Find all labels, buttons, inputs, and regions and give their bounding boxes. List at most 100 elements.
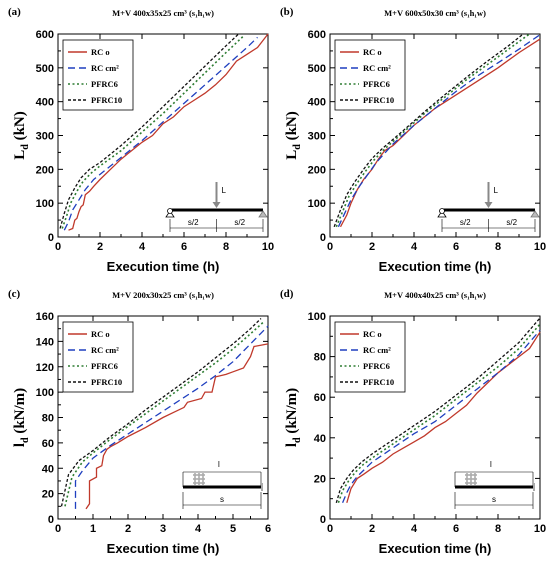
x-tick-label: 1 — [90, 523, 96, 535]
legend-entry: PFRC6 — [363, 79, 390, 89]
y-axis-label: ld (kN/m) — [284, 388, 303, 447]
y-tick-label: 100 — [36, 387, 54, 399]
y-tick-label: 160 — [36, 311, 54, 323]
legend: RC o RC cm² PFRC6 PFRC10 — [62, 321, 134, 393]
series-line-rc-cm- — [74, 325, 269, 509]
load-mark — [465, 473, 469, 477]
legend-entry: RC o — [363, 47, 382, 57]
x-tick-label: 6 — [181, 241, 187, 253]
y-tick-label: 200 — [36, 164, 54, 176]
series-line-rc-cm- — [337, 34, 541, 228]
series-line-pfrc6 — [337, 323, 541, 504]
y-tick-label: 60 — [314, 392, 326, 404]
load-arrow-head — [484, 202, 493, 208]
y-tick-label: 20 — [42, 489, 54, 501]
x-tick-label: 5 — [230, 523, 236, 535]
legend-entry: RC cm² — [91, 63, 119, 73]
y-tick-label: 600 — [36, 29, 54, 41]
legend: RC o RC cm² PFRC6 PFRC10 — [62, 39, 134, 111]
x-tick-label: 0 — [327, 241, 333, 253]
y-axis-label: ld (kN/m) — [12, 388, 31, 447]
series-line-pfrc6 — [335, 33, 530, 228]
panel-label: (a) — [8, 6, 21, 18]
y-axis-label: Ld (kN) — [284, 111, 303, 160]
x-axis-label: Execution time (h) — [107, 541, 220, 556]
legend-entry: RC o — [91, 329, 110, 339]
y-tick-label: 80 — [42, 413, 54, 425]
load-mark — [201, 477, 205, 481]
series-line-pfrc10 — [60, 318, 262, 507]
y-tick-label: 100 — [308, 311, 326, 323]
x-tick-label: 2 — [125, 523, 131, 535]
legend-entry: PFRC10 — [91, 95, 122, 105]
legend-entry: RC o — [91, 47, 110, 57]
legend-entry: RC cm² — [363, 63, 391, 73]
left-support — [437, 210, 447, 218]
series-line-rc-o — [68, 33, 269, 231]
load-mark — [465, 477, 469, 481]
x-tick-label: 8 — [495, 523, 501, 535]
y-tick-label: 40 — [42, 463, 54, 475]
x-tick-label: 8 — [495, 241, 501, 253]
left-hinge — [167, 208, 173, 214]
series-line-pfrc6 — [64, 320, 266, 507]
y-tick-label: 0 — [48, 514, 54, 526]
x-tick-label: 10 — [534, 241, 546, 253]
legend-entry: PFRC10 — [91, 377, 122, 387]
y-tick-label: 60 — [42, 438, 54, 450]
load-mark — [197, 473, 201, 477]
load-mark — [473, 473, 477, 477]
dim-label-left: s/2 — [460, 218, 471, 227]
x-tick-label: 2 — [369, 241, 375, 253]
y-tick-label: 40 — [314, 433, 326, 445]
right-support — [258, 210, 268, 218]
load-mark — [469, 473, 473, 477]
load-mark — [193, 477, 197, 481]
right-support — [530, 210, 540, 218]
dim-label: s — [492, 495, 496, 504]
x-tick-label: 4 — [411, 523, 418, 535]
panel-label: (b) — [280, 6, 294, 18]
x-axis-label: Execution time (h) — [107, 259, 220, 274]
x-tick-label: 0 — [327, 523, 333, 535]
x-tick-label: 2 — [97, 241, 103, 253]
series-line-pfrc10 — [333, 33, 524, 228]
y-tick-label: 500 — [308, 63, 326, 75]
left-hinge — [439, 208, 445, 214]
loading-schematic: Ls/2 s/2 — [165, 182, 268, 232]
dim-label-right: s/2 — [234, 218, 245, 227]
load-mark — [469, 481, 473, 485]
load-label: L — [222, 186, 227, 195]
dim-label: s — [220, 495, 224, 504]
x-tick-label: 0 — [55, 241, 61, 253]
load-label: l — [490, 460, 492, 469]
y-tick-label: 600 — [308, 29, 326, 41]
load-mark — [193, 481, 197, 485]
legend: RC o RC cm² PFRC6 PFRC10 — [334, 39, 406, 111]
load-label: L — [494, 186, 499, 195]
legend-entry: RC cm² — [91, 345, 119, 355]
x-tick-label: 8 — [223, 241, 229, 253]
y-tick-label: 0 — [320, 514, 326, 526]
load-mark — [193, 473, 197, 477]
x-tick-label: 6 — [453, 241, 459, 253]
y-tick-label: 140 — [36, 336, 54, 348]
load-mark — [473, 477, 477, 481]
legend-entry: RC o — [363, 329, 382, 339]
y-tick-label: 400 — [308, 97, 326, 109]
load-mark — [201, 481, 205, 485]
series-line-pfrc10 — [335, 317, 541, 503]
x-tick-label: 3 — [160, 523, 166, 535]
dim-label-right: s/2 — [506, 218, 517, 227]
load-mark — [201, 473, 205, 477]
y-tick-label: 100 — [308, 198, 326, 210]
left-support — [165, 210, 175, 218]
panel-label: (c) — [8, 288, 21, 300]
x-tick-label: 6 — [265, 523, 271, 535]
y-tick-label: 300 — [308, 131, 326, 143]
